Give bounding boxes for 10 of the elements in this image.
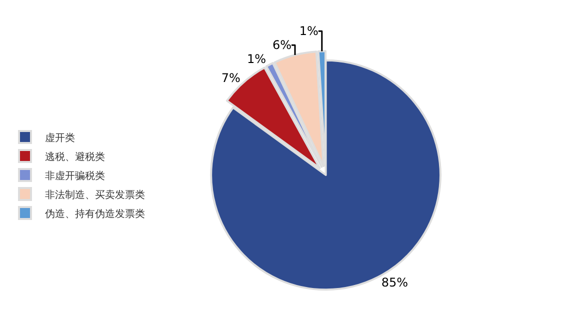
data-label: 1% [247,52,266,66]
data-label: 1% [299,24,318,38]
legend-label: 非法制造、买卖发票类 [45,188,145,201]
data-label: 7% [221,71,240,86]
legend-label: 逃税、避税类 [45,150,105,163]
legend-label: 伪造、持有伪造发票类 [45,208,145,220]
legend-label: 非虚开骗税类 [45,170,105,182]
data-label: 85% [381,276,408,290]
data-label: 6% [272,38,292,52]
legend-label: 虚开类 [45,132,75,144]
